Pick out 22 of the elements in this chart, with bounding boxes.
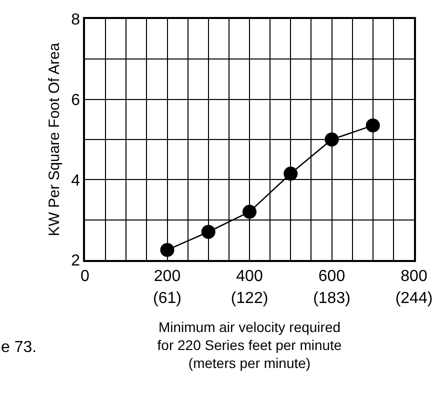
point [201, 224, 216, 239]
y-tick-label: 8 [71, 12, 80, 29]
x2-tick-label: (122) [230, 290, 268, 307]
point [160, 242, 174, 257]
x2-tick-label: (61) [153, 290, 182, 307]
y-tick-label: 2 [71, 252, 80, 270]
point [324, 132, 339, 146]
x-tick-label: 800 [400, 268, 428, 285]
x-axis-title: Minimum air velocity required for 220 Series feet per minute (meters per minute) [157, 318, 342, 372]
x-tick-label: 600 [318, 268, 346, 285]
x-tick-label: 400 [236, 268, 263, 285]
point [284, 166, 298, 181]
x-tick-label: 0 [80, 268, 90, 285]
y-tick-label: 6 [71, 92, 80, 109]
text: e 73. [1, 339, 37, 356]
y-axis-title: KW Per Square Foot Of Area [46, 42, 63, 236]
point [242, 204, 256, 219]
x2-tick-label: (244) [395, 290, 433, 307]
x-tick-label: 200 [154, 268, 181, 285]
x2-tick-label: (183) [313, 290, 350, 307]
point [366, 118, 380, 132]
y-tick-label: 4 [71, 172, 80, 190]
